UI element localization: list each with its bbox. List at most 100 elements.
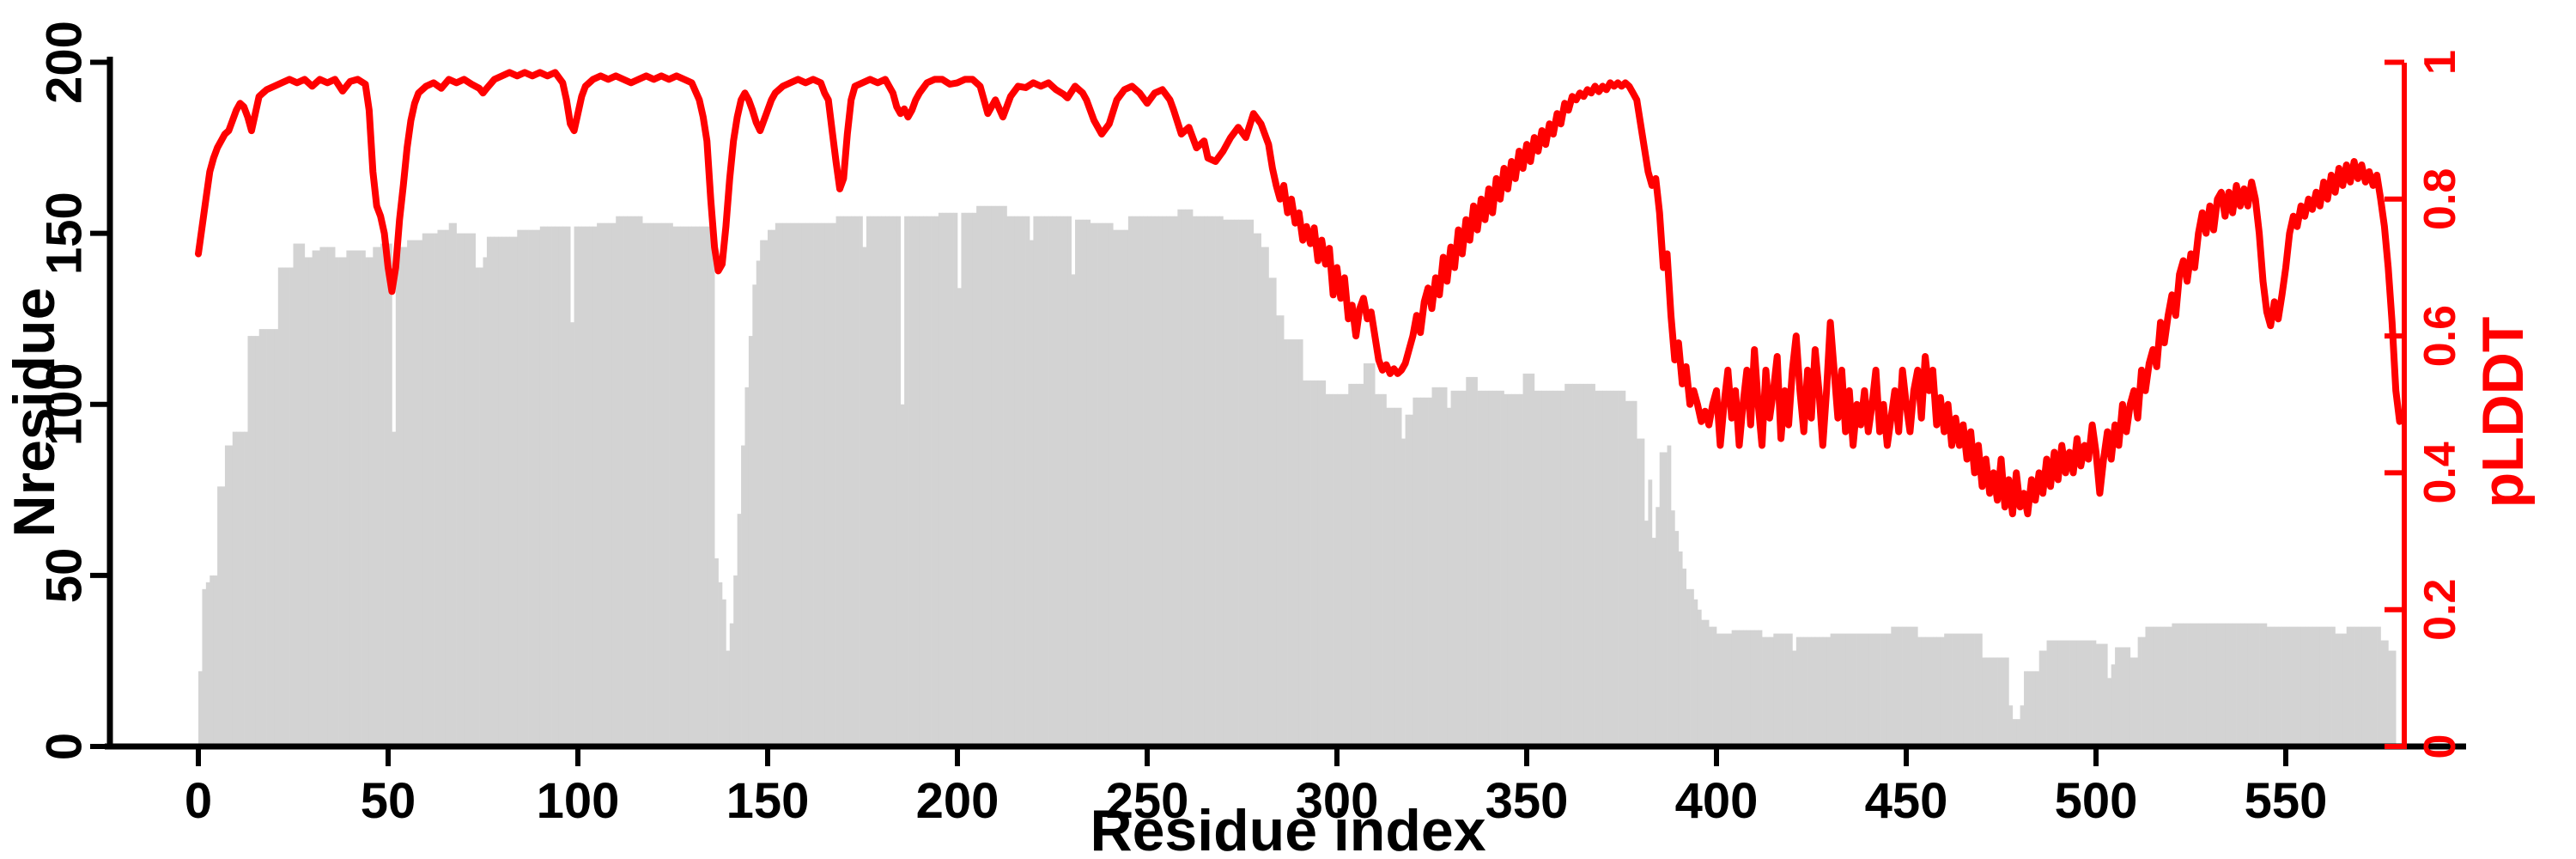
nresidue-bar: [1344, 393, 1349, 747]
nresidue-bar: [1181, 209, 1186, 747]
nresidue-bar: [646, 222, 651, 747]
nresidue-bar: [1519, 393, 1523, 747]
nresidue-bar: [1359, 383, 1364, 747]
nresidue-bar: [1394, 407, 1399, 747]
nresidue-bar: [2278, 626, 2282, 747]
nresidue-bar: [1029, 240, 1034, 748]
x-axis-title: Residue index: [1090, 798, 1485, 859]
nresidue-bar: [866, 216, 871, 747]
nresidue-bar: [448, 222, 453, 747]
nresidue-bar: [729, 623, 734, 747]
nresidue-bar: [653, 222, 659, 747]
nresidue-bar: [2335, 633, 2340, 747]
nresidue-bar: [2057, 640, 2063, 747]
nresidue-bar: [498, 236, 502, 747]
nresidue-bar: [1071, 274, 1076, 747]
x-tick-label: 400: [1675, 773, 1759, 829]
nresidue-bar: [517, 229, 522, 747]
nresidue-bar: [277, 267, 283, 747]
x-tick-label: 300: [1296, 773, 1379, 829]
nresidue-bar: [228, 445, 234, 747]
x-tick-label: 150: [726, 773, 810, 829]
nresidue-bar: [1249, 219, 1255, 747]
nresidue-bar: [2050, 640, 2055, 747]
nresidue-bar: [1389, 407, 1394, 747]
nresidue-bar: [312, 250, 317, 747]
nresidue-bar: [1651, 538, 1656, 747]
nresidue-bar: [338, 257, 343, 747]
nresidue-bar: [859, 216, 863, 747]
nresidue-bar: [2076, 640, 2081, 747]
nresidue-bar: [2286, 626, 2290, 747]
nresidue-bar: [217, 486, 222, 747]
nresidue-bar: [889, 216, 894, 747]
nresidue-bar: [1663, 452, 1668, 747]
nresidue-bar: [896, 216, 902, 747]
nresidue-bar: [2069, 640, 2074, 747]
y-right-tick-label: 0.2: [2415, 579, 2465, 641]
nresidue-bar: [1466, 376, 1471, 747]
nresidue-bar: [2274, 626, 2279, 747]
nresidue-bar: [1891, 626, 1896, 747]
nresidue-bar: [1637, 438, 1641, 747]
nresidue-bar: [911, 216, 916, 747]
nresidue-bar: [1265, 247, 1269, 747]
nresidue-bar: [304, 257, 309, 747]
nresidue-bar: [2092, 640, 2097, 747]
nresidue-bar: [1670, 510, 1675, 747]
nresidue-bar: [221, 486, 226, 747]
nresidue-bar: [520, 229, 526, 747]
nresidue-bar: [870, 216, 875, 747]
nresidue-bar: [1552, 390, 1558, 747]
nresidue-bar: [1606, 390, 1611, 747]
nresidue-bar: [1325, 393, 1330, 747]
nresidue-bar: [1340, 393, 1346, 747]
nresidue-bar: [2244, 623, 2249, 747]
nresidue-bar: [2202, 623, 2207, 747]
nresidue-bar: [2190, 623, 2196, 747]
nresidue-bar: [1613, 390, 1619, 747]
nresidue-bar: [1238, 219, 1242, 747]
nresidue-bar: [688, 226, 692, 747]
nresidue-bar: [1773, 633, 1778, 747]
nresidue-bar: [331, 247, 336, 747]
nresidue-bar: [475, 267, 480, 747]
nresidue-bar: [490, 236, 495, 747]
nresidue-bar: [323, 247, 328, 747]
nresidue-bar: [1321, 380, 1327, 747]
nresidue-bar: [1917, 637, 1923, 747]
nresidue-bar: [263, 329, 267, 747]
nresidue-bar: [1693, 599, 1698, 747]
nresidue-bar: [696, 226, 700, 747]
nresidue-bar: [1287, 339, 1292, 747]
nresidue-bar: [1094, 222, 1098, 747]
nresidue-bar: [2217, 623, 2222, 747]
nresidue-bar: [1720, 633, 1725, 747]
nresidue-bar: [456, 233, 461, 748]
nresidue-bar: [544, 226, 548, 747]
nresidue-bar: [380, 243, 385, 747]
nresidue-bar: [1207, 216, 1212, 747]
nresidue-bar: [623, 216, 628, 747]
nresidue-bar: [820, 222, 825, 747]
nresidue-bar: [1507, 393, 1512, 747]
nresidue-bar: [832, 222, 836, 747]
nresidue-bar: [1936, 637, 1941, 747]
nresidue-bar: [483, 257, 488, 747]
nresidue-bar: [2084, 640, 2089, 747]
nresidue-bar: [1822, 637, 1827, 747]
nresidue-bar: [1078, 219, 1084, 747]
nresidue-bar: [1723, 633, 1728, 747]
nresidue-bar: [1215, 216, 1220, 747]
nresidue-bar: [509, 236, 514, 747]
nresidue-bar: [2308, 626, 2313, 747]
nresidue-bar: [2228, 623, 2233, 747]
nresidue-bar: [672, 226, 677, 747]
nresidue-bar: [1223, 219, 1228, 747]
nresidue-bar: [539, 226, 544, 747]
nresidue-bar: [1435, 387, 1440, 747]
nresidue-bar: [2305, 626, 2309, 747]
nresidue-bar: [1739, 630, 1744, 748]
nresidue-bar: [1952, 633, 1956, 747]
nresidue-bar: [1841, 633, 1846, 747]
